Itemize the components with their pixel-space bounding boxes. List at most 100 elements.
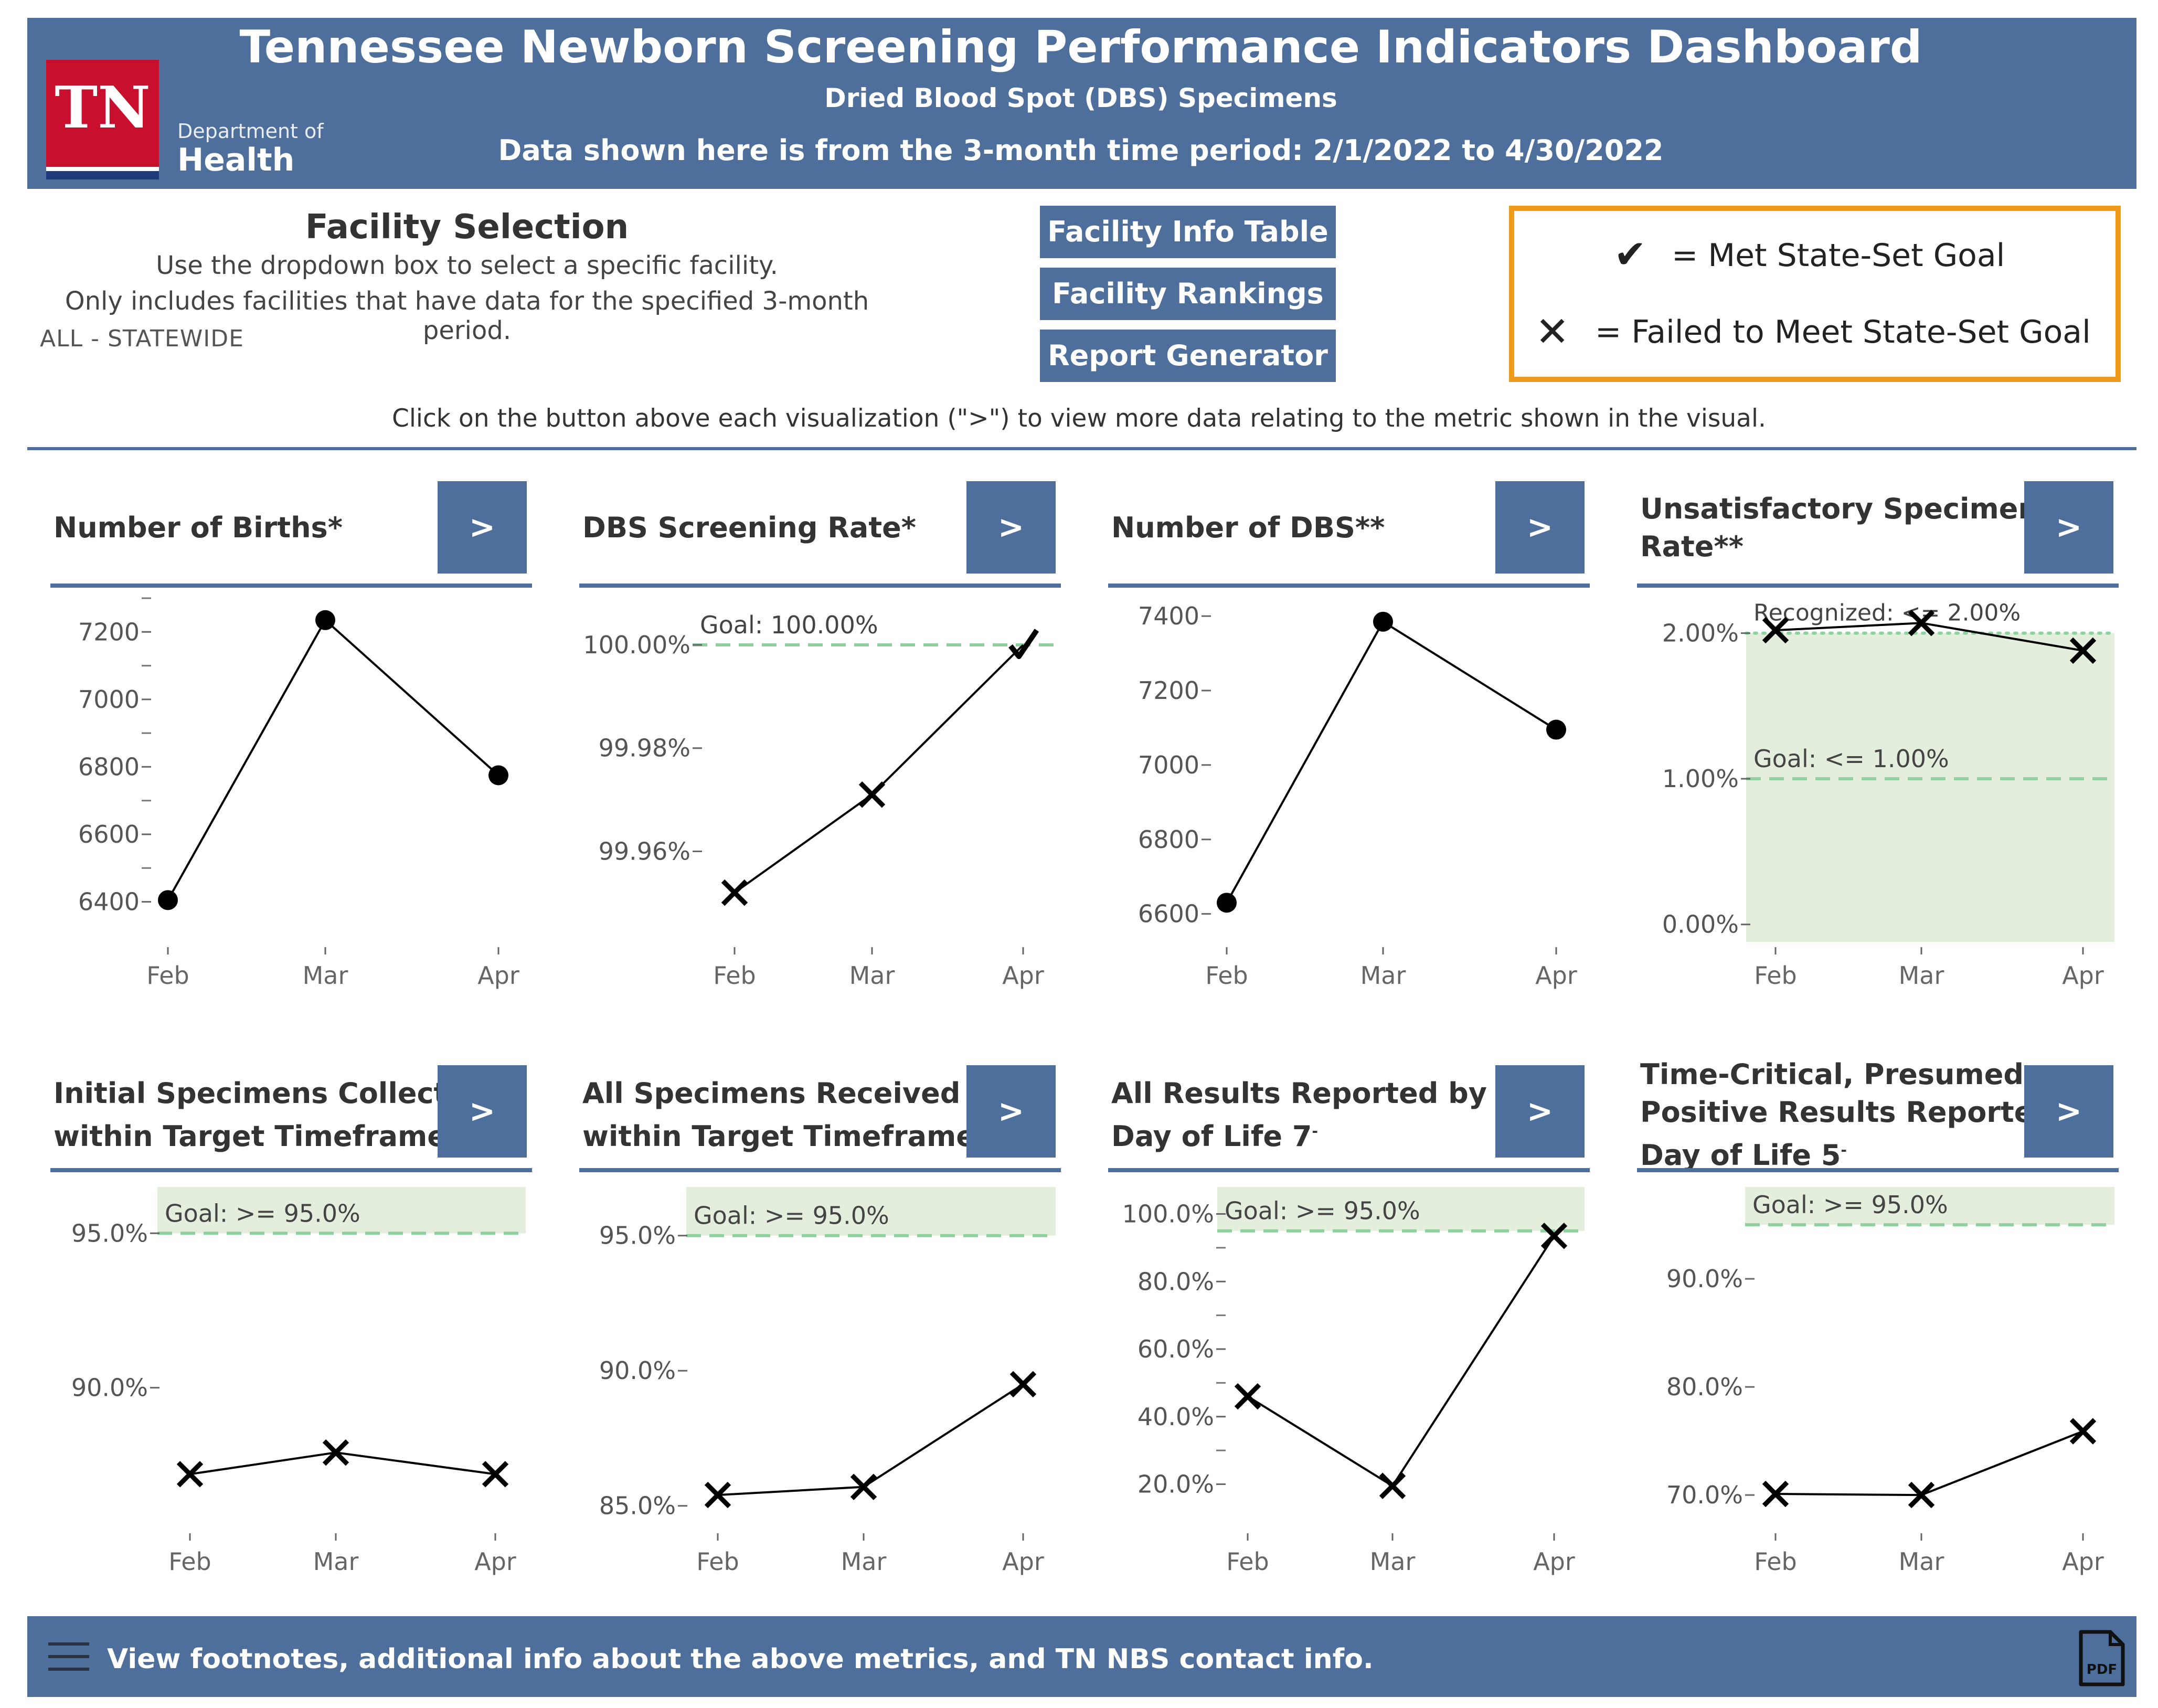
goal-shade-band	[1217, 1187, 1585, 1231]
y-tick-label: 2.00%	[1662, 619, 1739, 648]
panel-rule	[1637, 1168, 2119, 1172]
facility-note: Only includes facilities that have data …	[65, 287, 869, 345]
tn-logo-abbr: TN	[55, 73, 151, 141]
y-tick-label: 0.00%	[1662, 910, 1739, 939]
facility-dropdown[interactable]: ALL - STATEWIDE	[40, 325, 244, 352]
legend-met-label: = Met State-Set Goal	[1672, 237, 2005, 274]
x-tick-label: Mar	[1899, 961, 1944, 990]
number-dbs-details-button[interactable]: >	[1495, 481, 1585, 574]
data-point-failed	[858, 781, 886, 808]
x-tick-label: Apr	[2062, 961, 2104, 990]
facility-selection-heading: Facility Selection	[305, 208, 629, 247]
footer-bar[interactable]	[27, 1616, 2136, 1697]
x-tick-label: Feb	[713, 961, 756, 990]
x-tick-label: Mar	[1370, 1547, 1416, 1576]
y-tick-label: 100.0%	[1122, 1200, 1214, 1228]
screening-rate-details-button[interactable]: >	[966, 481, 1056, 574]
y-tick-label: 90.0%	[599, 1356, 676, 1385]
initial-collected-details-button[interactable]: >	[438, 1065, 527, 1158]
x-tick-label: Mar	[1360, 961, 1406, 990]
all-received-details-button[interactable]: >	[966, 1065, 1056, 1158]
births-details-button[interactable]: >	[438, 481, 527, 574]
x-tick-label: Apr	[477, 961, 519, 990]
tn-logo-dept: Department of	[177, 120, 324, 143]
footer-info-link[interactable]: View footnotes, additional info about th…	[107, 1643, 1374, 1675]
legend-failed-label: = Failed to Meet State-Set Goal	[1595, 314, 2091, 351]
goal-label: Goal: >= 95.0%	[694, 1202, 889, 1230]
x-tick-label: Apr	[1002, 1547, 1044, 1576]
goal-shade-band	[157, 1187, 526, 1234]
x-tick-label: Feb	[1226, 1547, 1269, 1576]
y-tick-label: 6600	[78, 820, 140, 848]
goal-label: Goal: 100.00%	[700, 611, 878, 639]
x-tick-label: Apr	[1535, 961, 1577, 990]
y-tick-label: 95.0%	[599, 1222, 676, 1250]
y-tick-label: 7400	[1138, 602, 1199, 630]
page-subtitle: Dried Blood Spot (DBS) Specimens	[824, 83, 1337, 113]
goal-shade-band	[1746, 633, 2114, 942]
pdf-icon[interactable]: PDF	[2078, 1630, 2125, 1688]
data-point-failed	[721, 879, 748, 906]
x-tick-label: Feb	[168, 1547, 211, 1576]
y-tick-label: 6600	[1138, 900, 1199, 928]
x-tick-label: Mar	[313, 1547, 359, 1576]
data-point	[1546, 719, 1566, 740]
y-tick-label: 60.0%	[1138, 1335, 1214, 1363]
facility-rankings-button[interactable]: Facility Rankings	[1040, 268, 1336, 320]
header-bar	[27, 18, 2136, 189]
data-point-failed	[1908, 1481, 1935, 1509]
data-point-failed	[1379, 1472, 1406, 1499]
panel-rule	[1637, 584, 2119, 588]
y-tick-label: 6800	[78, 752, 140, 781]
y-tick-label: 95.0%	[71, 1219, 148, 1247]
goal-label: Goal: >= 95.0%	[165, 1199, 360, 1227]
panel-title-births: Number of Births*	[54, 511, 343, 544]
y-tick-label: 80.0%	[1666, 1373, 1743, 1401]
data-point-failed	[1762, 1480, 1789, 1508]
tn-logo-health: Health	[177, 142, 295, 178]
report-generator-button[interactable]: Report Generator	[1040, 330, 1336, 382]
data-point-met	[1008, 629, 1039, 660]
page-title: Tennessee Newborn Screening Performance …	[239, 21, 1922, 73]
goal-label: Goal: >= 95.0%	[1752, 1191, 1948, 1219]
y-tick-label: 99.98%	[599, 734, 690, 762]
panel-title-results-dol7: All Results Reported by Day of Life 7-	[1111, 1077, 1487, 1153]
x-tick-label: Apr	[2062, 1547, 2104, 1576]
y-tick-label: 1.00%	[1662, 765, 1739, 793]
x-tick-label: Mar	[303, 961, 348, 990]
time-critical-details-button[interactable]: >	[2024, 1065, 2113, 1158]
data-point	[1217, 893, 1237, 913]
y-tick-label: 70.0%	[1666, 1481, 1743, 1509]
results-dol7-details-button[interactable]: >	[1495, 1065, 1585, 1158]
panel-rule	[579, 584, 1061, 588]
data-point	[315, 610, 335, 630]
data-point	[158, 890, 178, 910]
series-line	[1226, 620, 1557, 904]
x-tick-label: Mar	[1899, 1547, 1944, 1576]
goal-label: Goal: <= 1.00%	[1753, 745, 1949, 773]
goal-shade-band	[686, 1187, 1056, 1236]
y-tick-label: 6400	[78, 888, 140, 916]
panel-title-screening-rate: DBS Screening Rate*	[582, 511, 917, 544]
pdf-label: PDF	[2087, 1662, 2117, 1678]
facility-info-table-button[interactable]: Facility Info Table	[1040, 206, 1336, 258]
menu-icon[interactable]	[48, 1642, 89, 1671]
panel-title-initial-collected: Initial Specimens Collected within Target…	[54, 1077, 487, 1153]
data-point-failed	[1908, 610, 1935, 636]
x-tick-label: Feb	[146, 961, 189, 990]
y-tick-label: 40.0%	[1138, 1403, 1214, 1431]
x-tick-label: Mar	[849, 961, 895, 990]
goal-shade-band	[1745, 1187, 2114, 1225]
section-divider	[27, 447, 2136, 450]
panel-title-time-critical: Time-Critical, Presumed Positive Results …	[1640, 1058, 2102, 1172]
unsatisfactory-details-button[interactable]: >	[2024, 481, 2113, 574]
y-tick-label: 90.0%	[1666, 1265, 1743, 1293]
data-point-failed	[850, 1473, 877, 1500]
panel-rule	[50, 1168, 532, 1172]
x-tick-label: Feb	[1205, 961, 1248, 990]
x-icon: ✕	[1535, 309, 1570, 356]
data-point-failed	[704, 1481, 731, 1509]
y-tick-label: 90.0%	[71, 1374, 148, 1402]
tn-logo-stripe-blue	[46, 171, 159, 179]
